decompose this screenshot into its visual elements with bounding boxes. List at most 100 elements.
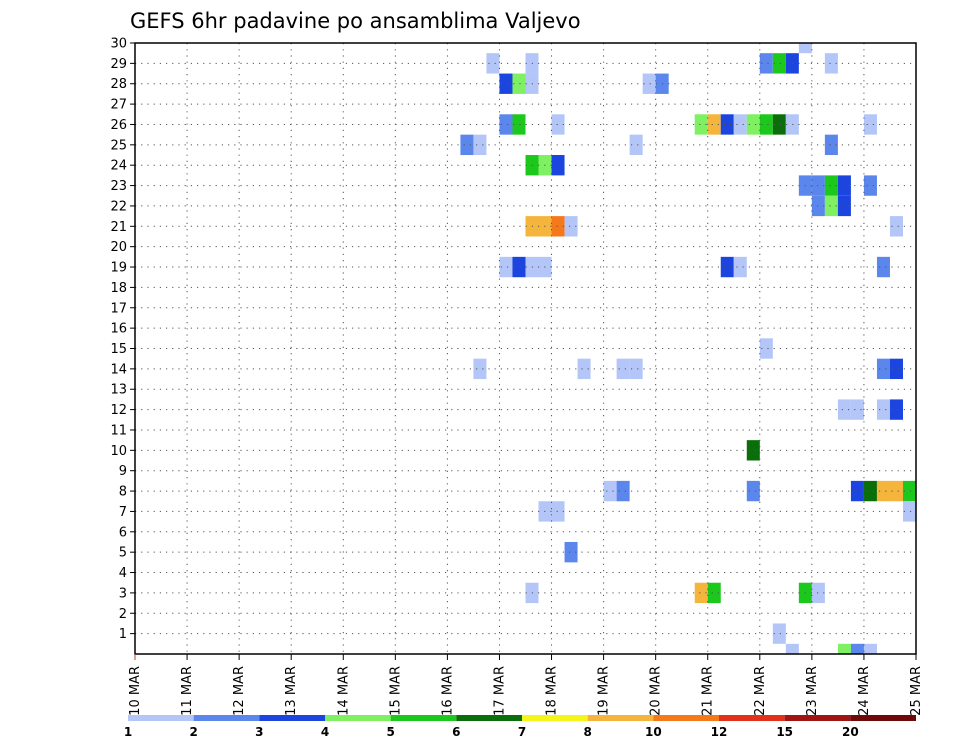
colorbar-label: 15 xyxy=(776,725,793,739)
y-tick-label: 10 xyxy=(110,444,127,459)
precip-cell xyxy=(850,480,864,502)
precip-cell xyxy=(616,480,630,502)
precip-cell xyxy=(902,501,916,522)
precip-cell xyxy=(720,256,734,278)
grid-layer xyxy=(135,43,916,654)
precip-cell xyxy=(733,256,747,278)
precip-cell xyxy=(564,216,578,237)
precip-cell xyxy=(811,195,825,217)
precip-cell xyxy=(863,175,877,196)
x-tick-label: 10 MAR xyxy=(128,666,143,716)
cells-layer xyxy=(460,43,916,654)
x-tick-label: 19 MAR xyxy=(597,666,612,716)
colorbar-label: 8 xyxy=(583,725,591,739)
precip-cell xyxy=(551,501,565,522)
precip-cell xyxy=(863,114,877,135)
precip-cell xyxy=(889,358,903,380)
colorbar-label: 20 xyxy=(842,725,859,739)
colorbar-label: 12 xyxy=(711,725,728,739)
colorbar-swatch xyxy=(850,715,916,721)
precip-cell xyxy=(551,155,565,176)
x-axis: 10 MAR 11 MAR 12 MAR 13 MAR 14 MAR 15 MAR 16 M… xyxy=(128,654,924,716)
y-tick-label: 12 xyxy=(110,403,127,418)
y-tick-label: 14 xyxy=(110,362,127,377)
x-tick-label: 24 MAR xyxy=(857,666,872,716)
precip-cell xyxy=(603,480,617,502)
precip-cell xyxy=(876,256,890,278)
precip-cell xyxy=(720,114,734,135)
precip-cell xyxy=(473,134,487,156)
y-tick-label: 8 xyxy=(119,485,127,500)
y-tick-label: 9 xyxy=(119,464,127,479)
precip-cell xyxy=(733,114,747,135)
precip-cell xyxy=(707,582,721,604)
y-tick-label: 24 xyxy=(110,159,127,174)
colorbar-swatch xyxy=(522,715,588,721)
precip-cell xyxy=(850,399,864,420)
y-tick-label: 1 xyxy=(119,627,127,642)
y-tick-label: 25 xyxy=(110,138,127,153)
colorbar-label: 2 xyxy=(189,725,197,739)
precip-cell xyxy=(889,480,903,502)
y-tick-label: 22 xyxy=(110,199,127,214)
colorbar-label: 3 xyxy=(255,725,263,739)
x-tick-label: 13 MAR xyxy=(284,666,299,716)
x-tick-label: 18 MAR xyxy=(545,666,560,716)
x-tick-label: 14 MAR xyxy=(336,666,351,716)
colorbar-swatch xyxy=(390,715,457,721)
y-tick-label: 18 xyxy=(110,281,127,296)
precip-cell xyxy=(824,195,838,217)
precip-cell xyxy=(837,643,851,654)
precip-cell xyxy=(863,480,877,502)
y-tick-label: 27 xyxy=(110,98,127,113)
y-tick-label: 23 xyxy=(110,179,127,194)
colorbar-label: 4 xyxy=(321,725,329,739)
colorbar-label: 1 xyxy=(124,725,132,739)
precip-cell xyxy=(772,114,786,135)
precip-cell xyxy=(746,480,760,502)
x-tick-label: 22 MAR xyxy=(753,666,768,716)
precip-cell xyxy=(759,338,773,359)
y-tick-label: 29 xyxy=(110,57,127,72)
precip-cell xyxy=(694,582,708,604)
colorbar-label: 10 xyxy=(645,725,662,739)
chart-title: GEFS 6hr padavine po ansamblima Valjevo xyxy=(130,9,581,33)
precip-cell xyxy=(785,643,799,654)
precip-cell xyxy=(759,114,773,135)
y-tick-label: 17 xyxy=(110,301,127,316)
precip-cell xyxy=(486,53,500,74)
y-tick-label: 20 xyxy=(110,240,127,255)
precip-cell xyxy=(642,73,656,94)
precip-cell xyxy=(902,480,916,502)
y-axis: 1234567891011121314151617181920212223242… xyxy=(110,37,135,642)
precip-cell xyxy=(850,643,864,654)
y-tick-label: 16 xyxy=(110,322,127,337)
colorbar-label: 6 xyxy=(452,725,460,739)
precip-cell xyxy=(694,114,708,135)
y-tick-label: 28 xyxy=(110,77,127,92)
precip-cell xyxy=(824,53,838,74)
precip-cell xyxy=(707,114,721,135)
colorbar: 1 2 3 4 5 6 7 8 10 12 15 20 xyxy=(124,715,916,739)
y-tick-label: 7 xyxy=(119,505,127,520)
colorbar-swatch xyxy=(784,715,851,721)
precip-cell xyxy=(889,399,903,420)
precip-cell xyxy=(759,53,773,74)
precip-cell xyxy=(746,440,760,461)
y-tick-label: 4 xyxy=(119,566,127,581)
colorbar-label: 7 xyxy=(518,725,526,739)
colorbar-swatch xyxy=(587,715,654,721)
precip-cell xyxy=(772,623,786,644)
colorbar-swatch xyxy=(259,715,325,721)
precip-cell xyxy=(499,114,513,135)
precip-cell xyxy=(499,73,513,94)
x-tick-label: 11 MAR xyxy=(180,666,195,716)
colorbar-swatch xyxy=(128,715,194,721)
precip-cell xyxy=(824,134,838,156)
x-tick-label: 20 MAR xyxy=(649,666,664,716)
y-tick-label: 5 xyxy=(119,546,127,561)
colorbar-swatch xyxy=(193,715,260,721)
colorbar-swatch xyxy=(653,715,719,721)
x-tick-label: 16 MAR xyxy=(440,666,455,716)
y-tick-label: 19 xyxy=(110,261,127,276)
